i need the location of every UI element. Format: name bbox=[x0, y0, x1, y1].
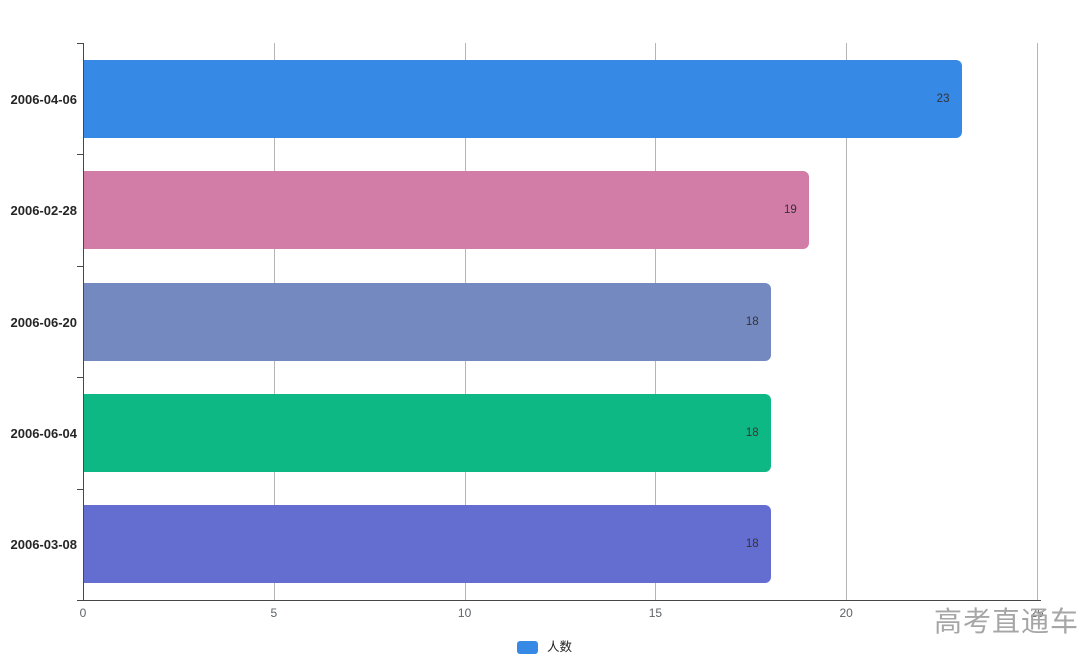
y-axis-tick bbox=[77, 154, 83, 156]
y-axis-category-label: 2006-06-04 bbox=[10, 425, 78, 441]
legend: 人数 bbox=[517, 641, 572, 654]
y-axis-line bbox=[83, 43, 84, 600]
bar-value-label: 18 bbox=[745, 426, 759, 439]
x-axis-tick-label: 0 bbox=[79, 606, 87, 620]
y-axis-category-label: 2006-03-08 bbox=[10, 537, 78, 553]
bar-2006-02-28[interactable] bbox=[84, 171, 810, 250]
y-axis-tick bbox=[77, 488, 83, 490]
bar-2006-03-08[interactable] bbox=[84, 505, 771, 584]
bar-value-label: 23 bbox=[936, 92, 950, 105]
bar-value-label: 18 bbox=[745, 315, 759, 328]
x-axis-tick-label: 20 bbox=[839, 606, 853, 620]
bar-2006-04-06[interactable] bbox=[84, 59, 962, 138]
x-axis-tick-label: 25 bbox=[1030, 606, 1044, 620]
bar-2006-06-04[interactable] bbox=[84, 393, 771, 472]
y-axis-category-label: 2006-04-06 bbox=[10, 91, 78, 107]
legend-label: 人数 bbox=[547, 640, 573, 655]
y-axis-tick bbox=[77, 600, 83, 601]
y-axis-category-label: 2006-02-28 bbox=[10, 203, 78, 219]
x-axis-tick-label: 5 bbox=[270, 606, 278, 620]
gridline-25 bbox=[1037, 43, 1038, 600]
legend-swatch bbox=[517, 641, 538, 654]
y-axis-tick bbox=[77, 43, 83, 44]
bar-value-label: 19 bbox=[784, 204, 797, 217]
y-axis-tick bbox=[77, 377, 83, 379]
bar-2006-06-20[interactable] bbox=[84, 282, 771, 361]
y-axis-tick bbox=[77, 265, 83, 267]
watermark-text: 高考直通车 bbox=[934, 606, 1080, 637]
x-axis-line bbox=[83, 600, 1041, 601]
x-axis-tick-label: 10 bbox=[457, 606, 472, 620]
y-axis-category-label: 2006-06-20 bbox=[10, 314, 78, 330]
gridline-20 bbox=[846, 43, 848, 600]
bar-value-label: 18 bbox=[745, 538, 759, 551]
x-axis-tick-label: 15 bbox=[648, 606, 663, 620]
